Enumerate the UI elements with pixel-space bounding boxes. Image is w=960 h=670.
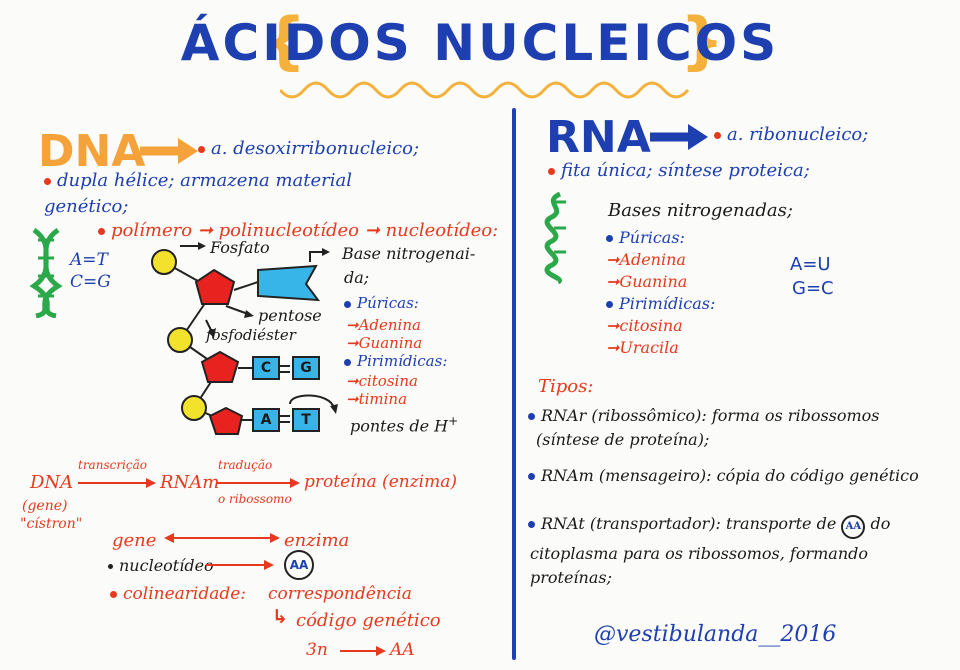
dna-polymer-chain: polímero ➞ polinucleotídeo ➞ nucleotídeo… bbox=[98, 220, 498, 241]
rna-type-t-line2: citoplasma para os ribossomos, formando bbox=[530, 544, 869, 563]
pair-gc: G=C bbox=[792, 278, 834, 299]
ratio-arrow bbox=[340, 646, 386, 656]
rna-bases-title: Bases nitrogenadas; bbox=[608, 200, 793, 221]
label-pentose: pentose bbox=[258, 306, 322, 325]
dna-purine-label: Púricas: bbox=[344, 294, 419, 312]
rna-type-m-line1: RNAm (mensageiro): cópia do código genét… bbox=[528, 466, 919, 485]
rna-tipos-title: Tipos: bbox=[538, 376, 594, 397]
nucleotideo-label: nucleotídeo bbox=[108, 556, 214, 575]
label-fosfato: Fosfato bbox=[210, 238, 270, 257]
ratio-aa: AA bbox=[390, 640, 415, 660]
label-pontes-h: pontes de H+ bbox=[350, 414, 459, 436]
pair-cg: C=G bbox=[70, 272, 111, 292]
label-base-line2: da; bbox=[344, 268, 370, 287]
rna-citosina: ➞citosina bbox=[606, 316, 683, 335]
flow-transcricao: transcrição bbox=[78, 458, 147, 472]
flow-traducao: tradução bbox=[218, 458, 273, 472]
nucleotide-aa-arrow bbox=[206, 560, 274, 570]
label-base-line1: Base nitrogenai- bbox=[342, 244, 476, 263]
correspondencia-label: correspondência bbox=[268, 584, 412, 604]
flow-proteina: proteína (enzima) bbox=[304, 472, 457, 492]
rna-type-r-line2: (síntese de proteína); bbox=[536, 430, 710, 449]
rna-strand-icon bbox=[544, 192, 566, 284]
rna-pyrimidine-label: Pirimídicas: bbox=[606, 294, 715, 313]
center-divider bbox=[512, 108, 516, 660]
dna-description-line1: dupla hélice; armazena material bbox=[44, 170, 352, 191]
rna-type-t-line1: RNAt (transportador): transporte de AA d… bbox=[528, 514, 890, 539]
gene-label: gene bbox=[112, 530, 157, 551]
enzima-label: enzima bbox=[284, 530, 350, 551]
pair-at: A=T bbox=[70, 250, 108, 270]
dna-adenina: ➞Adenina bbox=[346, 316, 421, 334]
flow-dna: DNA bbox=[30, 472, 74, 493]
rna-arrow-icon bbox=[650, 124, 708, 150]
base-box-g: G bbox=[292, 356, 320, 380]
rna-label: RNA bbox=[546, 112, 651, 163]
rna-type-r-line1: RNAr (ribossômico): forma os ribossomos bbox=[528, 406, 880, 425]
dna-label: DNA bbox=[38, 126, 146, 177]
codigo-genetico-label: código genético bbox=[296, 610, 441, 631]
rna-type-t-line3: proteínas; bbox=[530, 568, 612, 587]
dna-arrow-icon bbox=[140, 138, 198, 164]
flow-arrow-2 bbox=[216, 478, 300, 488]
dna-full-name: a. desoxirribonucleico; bbox=[198, 138, 419, 159]
flow-cistron: "cístron" bbox=[20, 516, 83, 532]
dna-helix-icon bbox=[29, 228, 63, 318]
nucleotide-chain-diagram bbox=[151, 242, 338, 435]
page-title: ÁCIDOS NUCLEICOS bbox=[180, 14, 780, 72]
rna-full-name: a. ribonucleico; bbox=[714, 124, 868, 145]
title-wavy-underline bbox=[280, 81, 690, 99]
colinearidade-label: colinearidade: bbox=[110, 584, 246, 604]
dna-guanina: ➞Guanina bbox=[346, 334, 423, 352]
dna-description-line2: genético; bbox=[44, 196, 129, 217]
dna-pyrimidine-label: Pirimídicas: bbox=[344, 352, 447, 370]
aa-circle-1: AA bbox=[284, 550, 314, 580]
dna-timina: ➞timina bbox=[346, 390, 408, 408]
title-right-brace: } bbox=[680, 4, 725, 77]
dna-citosina: ➞citosina bbox=[346, 372, 418, 390]
rna-adenina: ➞Adenina bbox=[606, 250, 686, 269]
corner-arrow-icon: ↳ bbox=[272, 606, 288, 628]
rna-guanina: ➞Guanina bbox=[606, 272, 688, 291]
pair-au: A=U bbox=[790, 254, 831, 275]
flow-rnam: RNAm bbox=[160, 472, 220, 493]
rna-uracila: ➞Uracila bbox=[606, 338, 679, 357]
base-box-t: T bbox=[292, 408, 320, 432]
ratio-3n: 3n bbox=[306, 640, 328, 660]
base-box-c: C bbox=[252, 356, 280, 380]
flow-ribossomo: o ribossomo bbox=[218, 492, 292, 506]
signature: @vestibulanda__2016 bbox=[594, 622, 837, 647]
gene-enzyme-arrow bbox=[164, 533, 280, 543]
label-fosfodiester: fosfodiéster bbox=[206, 326, 296, 344]
rna-purine-label: Púricas: bbox=[606, 228, 685, 247]
aa-circle-2: AA bbox=[841, 515, 866, 539]
title-left-brace: { bbox=[262, 4, 307, 77]
flow-arrow-1 bbox=[78, 478, 156, 488]
rna-description: fita única; síntese proteica; bbox=[548, 160, 810, 181]
flow-gene: (gene) bbox=[22, 498, 68, 514]
base-box-a: A bbox=[252, 408, 280, 432]
